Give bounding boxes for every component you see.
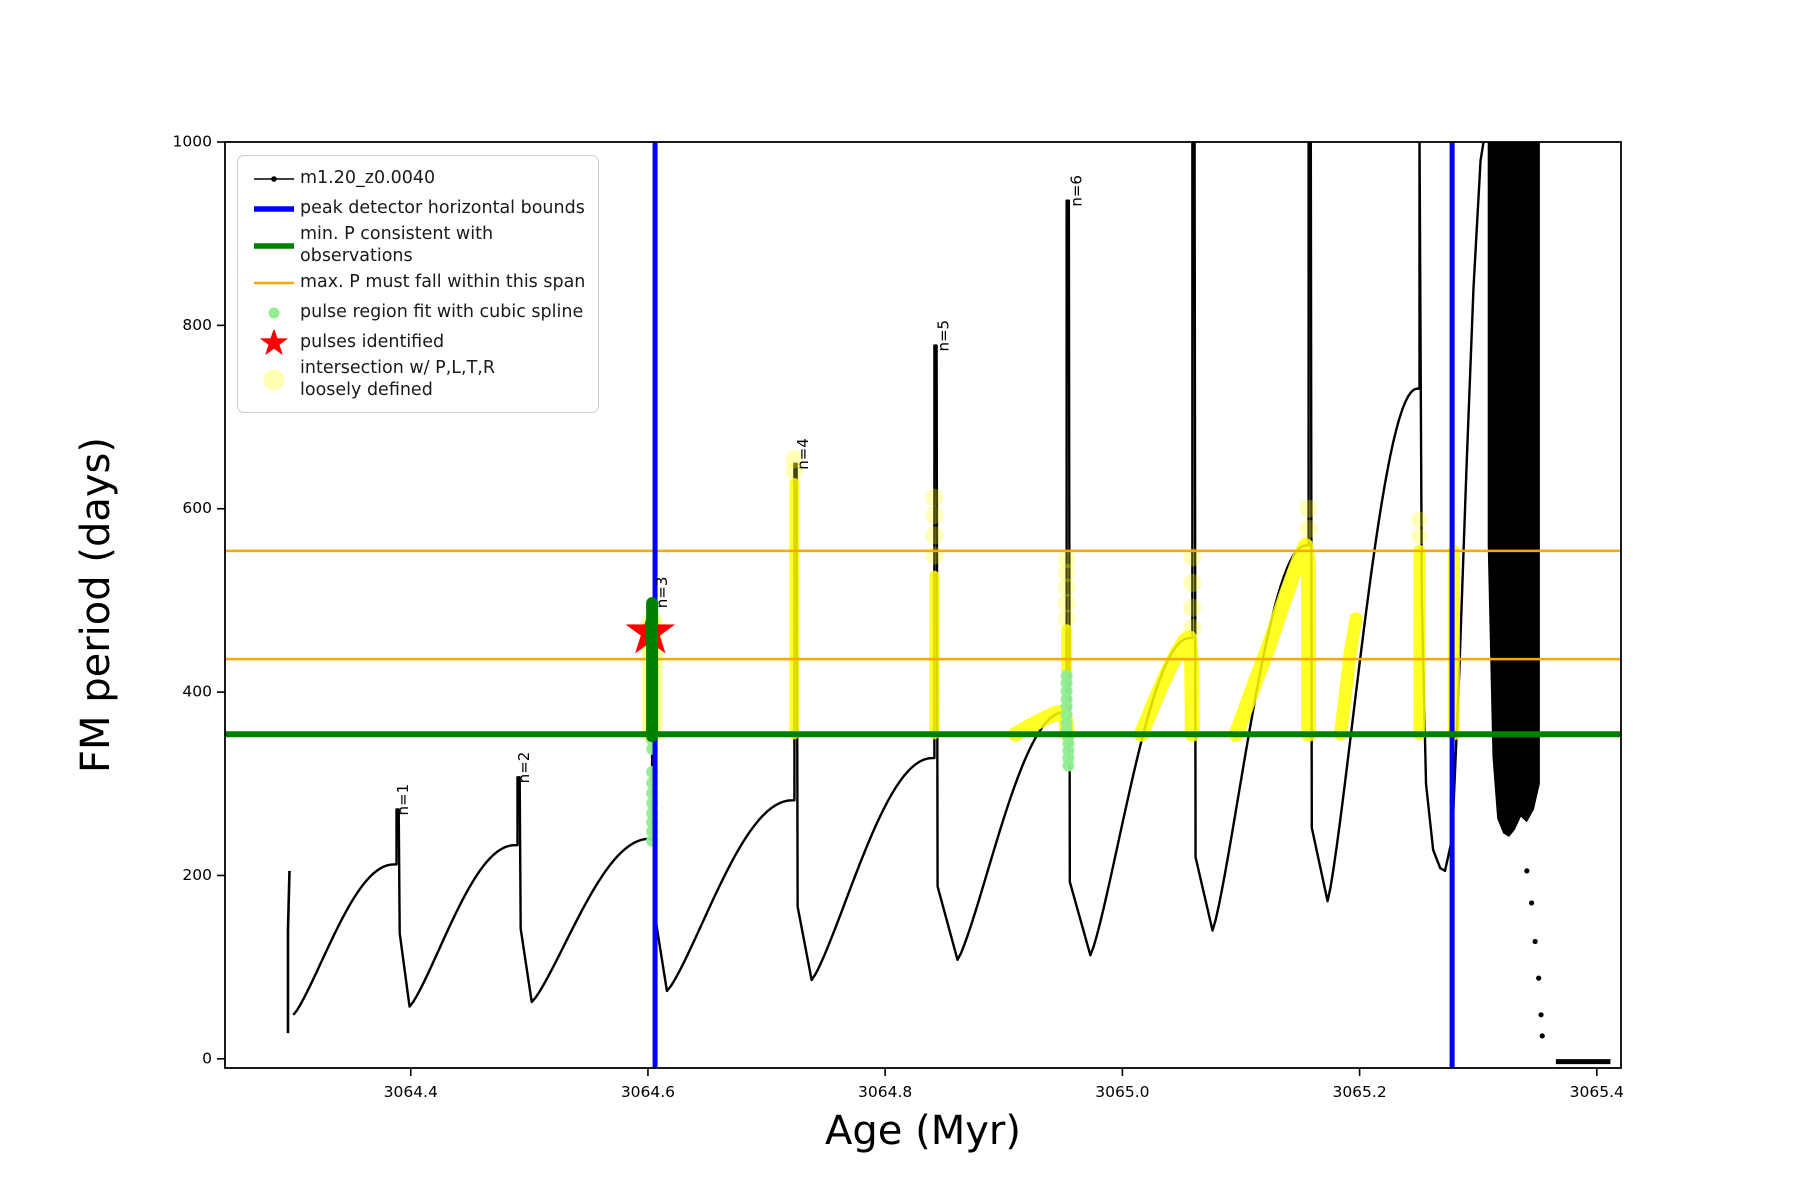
x-tick-label: 3065.4 bbox=[1570, 1083, 1624, 1101]
pulse-number-label: n=5 bbox=[934, 320, 952, 352]
y-tick-label: 0 bbox=[202, 1049, 212, 1067]
y-tick-label: 1000 bbox=[173, 133, 212, 151]
x-axis-label: Age (Myr) bbox=[825, 1108, 1021, 1154]
model-curve bbox=[286, 142, 1611, 1065]
y-tick-label: 400 bbox=[182, 683, 212, 701]
pulse-number-label: n=2 bbox=[515, 752, 533, 784]
x-tick-label: 3064.6 bbox=[621, 1083, 675, 1101]
x-tick-label: 3065.0 bbox=[1095, 1083, 1149, 1101]
legend-item-label: intersection w/ P,L,T,R loosely defined bbox=[300, 357, 495, 400]
x-tick-label: 3065.2 bbox=[1332, 1083, 1386, 1101]
x-tick-label: 3064.4 bbox=[384, 1083, 438, 1101]
legend-item: pulses identified bbox=[248, 328, 588, 358]
legend-item-label: peak detector horizontal bounds bbox=[300, 198, 585, 219]
pulse-burst bbox=[1487, 142, 1540, 837]
pulse-number-label: n=4 bbox=[794, 438, 812, 470]
pulse-star-icon bbox=[259, 329, 289, 355]
min-p-line-icon bbox=[254, 243, 294, 249]
pulse-number-label: n=3 bbox=[653, 577, 671, 609]
peak-bounds-line-icon bbox=[254, 206, 294, 212]
pulse-fit-marker bbox=[1060, 693, 1073, 706]
pulse-fit-marker bbox=[1060, 685, 1073, 698]
intersection-dot-icon bbox=[263, 369, 285, 391]
y-tick-label: 200 bbox=[182, 866, 212, 884]
legend-item-label: pulse region fit with cubic spline bbox=[300, 301, 584, 322]
legend-item: min. P consistent with observations bbox=[248, 224, 588, 268]
legend-item-label: max. P must fall within this span bbox=[300, 271, 586, 292]
legend-item-label: min. P consistent with observations bbox=[300, 224, 494, 266]
x-tick-label: 3064.8 bbox=[858, 1083, 912, 1101]
legend-item: pulse region fit with cubic spline bbox=[248, 298, 588, 328]
intersection-markers bbox=[642, 450, 1460, 847]
y-tick-label: 600 bbox=[182, 499, 212, 517]
pulse-fit-dot-icon bbox=[268, 307, 280, 319]
max-p-line-icon bbox=[254, 281, 294, 284]
legend-item: peak detector horizontal bounds bbox=[248, 194, 588, 224]
axes-spines bbox=[224, 141, 1622, 1069]
legend: m1.20_z0.0040 peak detector horizontal b… bbox=[237, 155, 599, 413]
pulse-fit-marker bbox=[1060, 709, 1073, 722]
legend-item-label: pulses identified bbox=[300, 331, 445, 352]
series-line-icon bbox=[254, 176, 294, 182]
y-axis-label: FM period (days) bbox=[73, 437, 119, 773]
pulse-number-label: n=6 bbox=[1067, 175, 1085, 207]
legend-item: m1.20_z0.0040 bbox=[248, 164, 588, 194]
pulse-number-label: n=1 bbox=[394, 784, 412, 816]
y-tick-label: 800 bbox=[182, 316, 212, 334]
legend-item: max. P must fall within this span bbox=[248, 268, 588, 298]
legend-item: intersection w/ P,L,T,R loosely defined bbox=[248, 358, 588, 402]
pulse-fit-marker bbox=[1060, 669, 1073, 682]
pulse-fit-marker bbox=[1060, 717, 1073, 730]
legend-item-label: m1.20_z0.0040 bbox=[300, 168, 436, 189]
